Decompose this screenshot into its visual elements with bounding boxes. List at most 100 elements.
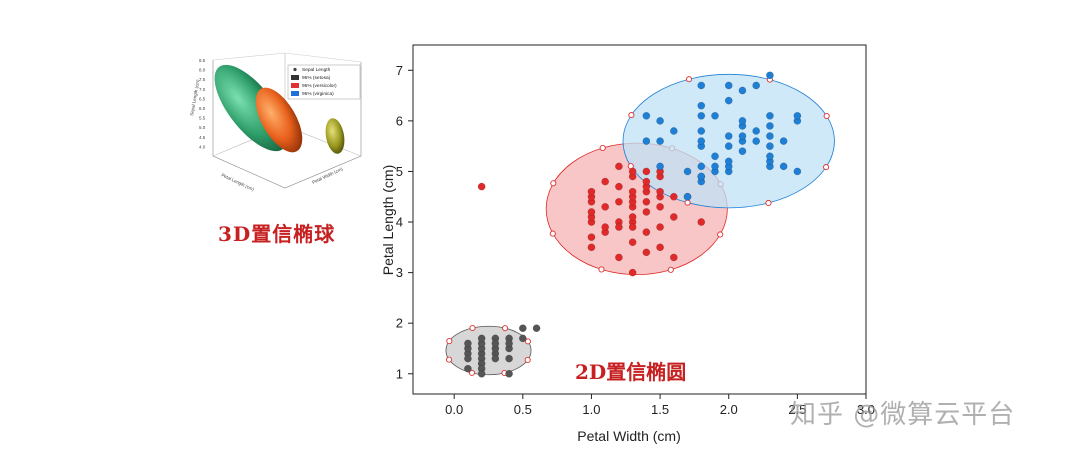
x-tick-label: 0.0 [445,402,463,417]
data-point [642,177,651,186]
data-point [464,364,472,373]
data-point [601,177,610,186]
ellipse-boundary-marker [628,112,635,119]
data-point [752,127,761,135]
y-tick-label: 7 [396,63,403,78]
data-point [793,167,802,176]
legend-marker [293,67,297,72]
data-point [656,223,664,231]
data-point [628,167,637,176]
confidence-ellipse-2 [622,73,835,209]
ellipse-boundary-marker [823,164,830,171]
z-axis-label: Sepal Length (cm) [189,79,200,117]
data-point [642,248,651,257]
data-point [518,324,527,333]
data-point [697,218,706,226]
data-point [656,187,664,196]
data-point [779,137,788,145]
z-tick-label: 4.0 [199,144,206,149]
ellipse-boundary-marker [717,231,724,238]
data-point [669,213,678,221]
data-point [711,162,719,171]
ellipse-boundary-marker [468,369,475,376]
ellipse-boundary-marker [446,337,453,345]
thumbnail-legend: Sepal Length 95% (setosa) 95% (versicolor)… [287,64,361,100]
data-point [628,187,637,196]
data-point [532,324,541,333]
chart-caption: 2D置信椭圆 [575,360,687,384]
data-point [738,132,747,140]
legend-label: 95% (setosa) [302,75,331,81]
data-point [477,369,486,378]
thumbnail-caption: 3D置信椭球 [218,222,336,246]
ellipse-boundary-marker [524,356,531,364]
data-point [505,369,513,378]
data-point [697,81,706,90]
z-tick-label: 8.0 [199,68,206,73]
ellipse-boundary-marker [469,324,476,332]
data-point [587,233,596,242]
data-point [491,354,500,363]
z-tick-label: 7.5 [199,77,206,82]
data-point [656,137,664,145]
data-point [628,238,637,247]
ellipse-boundary-marker [598,266,605,273]
data-point [642,208,651,216]
data-point [587,208,596,216]
data-point [628,213,637,221]
ellipse-boundary-marker [599,144,606,151]
data-point [793,111,802,120]
y-tick-label: 3 [396,265,403,280]
z-tick-label: 6.5 [199,96,206,101]
ellipsoid-orange [255,87,303,153]
data-point [752,81,761,90]
z-axis-ticks: 8.5 8.0 7.5 7.0 6.5 6.0 5.5 5.0 4.5 4.0 [199,58,206,149]
z-tick-label: 6.0 [199,106,206,111]
legend-label: 95% (virginica) [302,91,334,97]
data-point [669,127,678,135]
x-tick-label: 0.5 [514,402,532,417]
data-point [656,117,664,125]
legend-swatch [291,75,299,80]
z-tick-label: 5.0 [199,125,206,130]
data-point [779,162,788,171]
data-point [752,137,761,145]
data-point [697,127,706,135]
y-tick-label: 6 [396,113,403,128]
ellipse-boundary-marker [446,356,453,363]
data-point [669,253,678,262]
data-point [766,122,774,130]
data-point [642,137,651,145]
x-tick-label: 3.0 [857,402,875,417]
data-point [683,167,692,176]
x-axis-label: Petal Width (cm) [577,428,680,444]
ellipse-boundary-marker [685,76,693,83]
ellipse-boundary-marker [684,199,691,206]
x-tick-label: 1.5 [651,402,669,417]
data-point [738,86,747,95]
data-point [724,142,733,151]
data-point [766,142,774,151]
data-point [601,223,610,231]
ellipsoid-3d-thumbnail: 8.5 8.0 7.5 7.0 6.5 6.0 5.5 5.0 4.5 4.0 Sepal Len… [189,52,362,192]
data-point [697,101,706,110]
z-tick-label: 5.5 [199,116,206,121]
ellipse-boundary-marker [502,325,509,332]
z-tick-label: 4.5 [199,135,206,140]
data-point [642,197,651,206]
data-point [724,81,733,90]
data-point [518,334,527,343]
data-point [697,172,706,181]
data-point [491,339,500,348]
ellipsoid-olive [325,118,345,154]
ellipse-boundary-marker [550,180,557,187]
data-point [656,243,664,252]
z-tick-label: 8.5 [199,58,206,63]
ellipse-boundary-marker [765,199,772,207]
data-point [601,203,610,211]
data-point [505,354,513,363]
data-point [587,243,596,252]
ellipse-boundary-marker [524,338,531,345]
data-point [615,223,623,231]
